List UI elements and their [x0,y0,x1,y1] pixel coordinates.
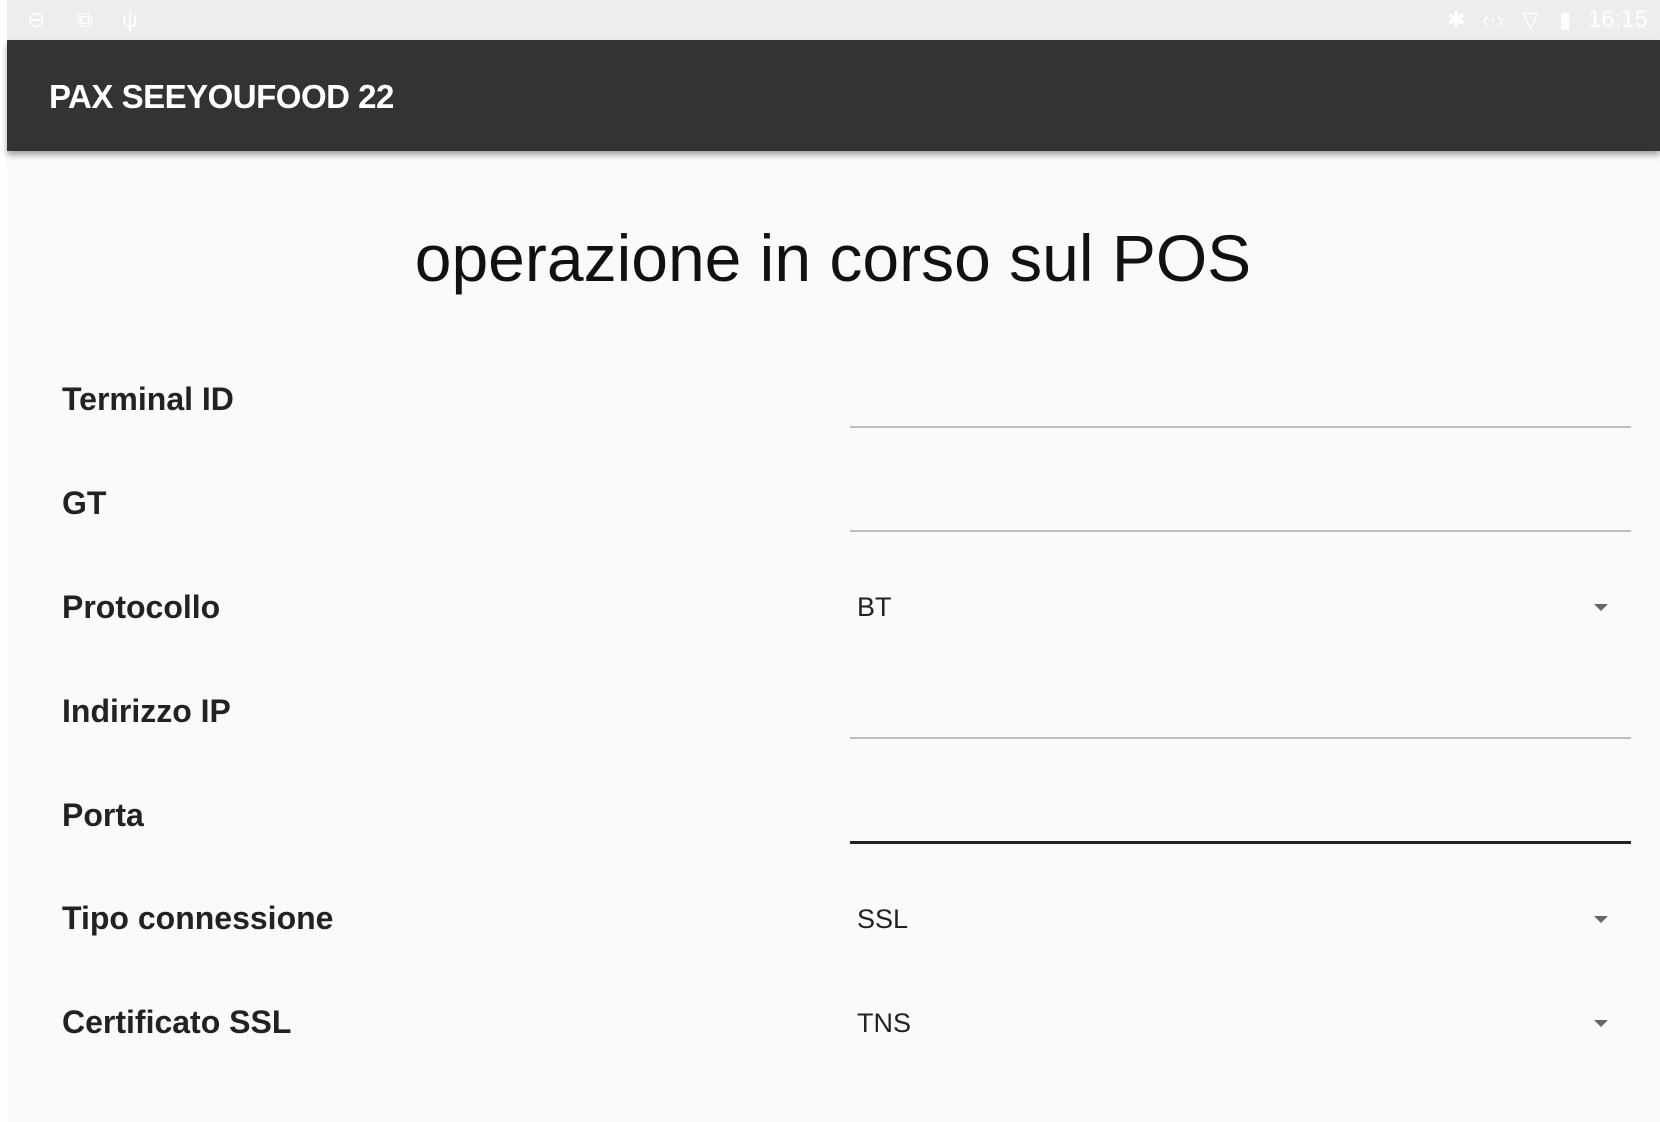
label-terminal-id: Terminal ID [62,381,234,417]
page-title: operazione in corso sul POS [414,221,1252,295]
battery-icon: ▮ [1559,7,1572,32]
input-underline [850,737,1631,739]
dropdown-arrow-icon [1594,916,1608,923]
label-tipo-connessione: Tipo connessione [62,900,334,936]
gallery-icon: ⧉ [77,7,93,32]
screen-edge [0,0,7,1122]
indirizzo-ip-input[interactable] [850,699,1631,739]
dropdown-arrow-icon [1594,604,1608,611]
terminal-id-input[interactable] [850,388,1631,428]
input-underline [850,841,1631,844]
app-title: PAX SEEYOUFOOD 22 [49,78,394,115]
label-indirizzo-ip: Indirizzo IP [62,693,231,729]
status-bar: ⊖ ⧉ ψ ✱ ‹·› ▽ ▮ 16:15 [7,0,1660,40]
input-underline [850,530,1631,532]
label-protocollo: Protocollo [62,589,221,625]
app-bar: PAX SEEYOUFOOD 22 [7,40,1660,151]
tipo-connessione-select[interactable]: SSL [850,898,1631,942]
clock: 16:15 [1587,6,1648,33]
porta-input[interactable] [850,804,1631,844]
dropdown-arrow-icon [1594,1020,1608,1027]
code-icon: ‹·› [1482,7,1504,32]
protocollo-select[interactable]: BT [850,586,1631,630]
certificato-ssl-select[interactable]: TNS [850,1002,1631,1046]
gt-input[interactable] [850,492,1631,532]
label-certificato-ssl: Certificato SSL [62,1004,292,1040]
certificato-ssl-value: TNS [857,1008,911,1038]
label-porta: Porta [62,797,144,833]
teamviewer-icon: ⊖ [27,7,46,32]
bluetooth-icon: ✱ [1447,7,1466,32]
protocollo-value: BT [857,592,892,622]
usb-icon: ψ [122,7,138,32]
tipo-connessione-value: SSL [857,904,909,934]
label-gt: GT [62,485,107,521]
wifi-icon: ▽ [1522,7,1539,32]
input-underline [850,426,1631,428]
